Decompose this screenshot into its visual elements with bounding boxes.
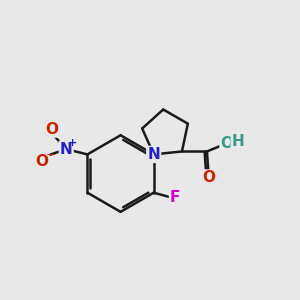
- Text: O: O: [202, 170, 215, 185]
- Text: N: N: [60, 142, 73, 157]
- Text: O: O: [220, 136, 233, 151]
- Text: N: N: [147, 147, 160, 162]
- Text: H: H: [232, 134, 244, 149]
- Text: F: F: [170, 190, 180, 205]
- Text: O: O: [36, 154, 49, 169]
- Text: +: +: [68, 138, 77, 148]
- Text: −: −: [46, 149, 56, 162]
- Text: O: O: [45, 122, 58, 136]
